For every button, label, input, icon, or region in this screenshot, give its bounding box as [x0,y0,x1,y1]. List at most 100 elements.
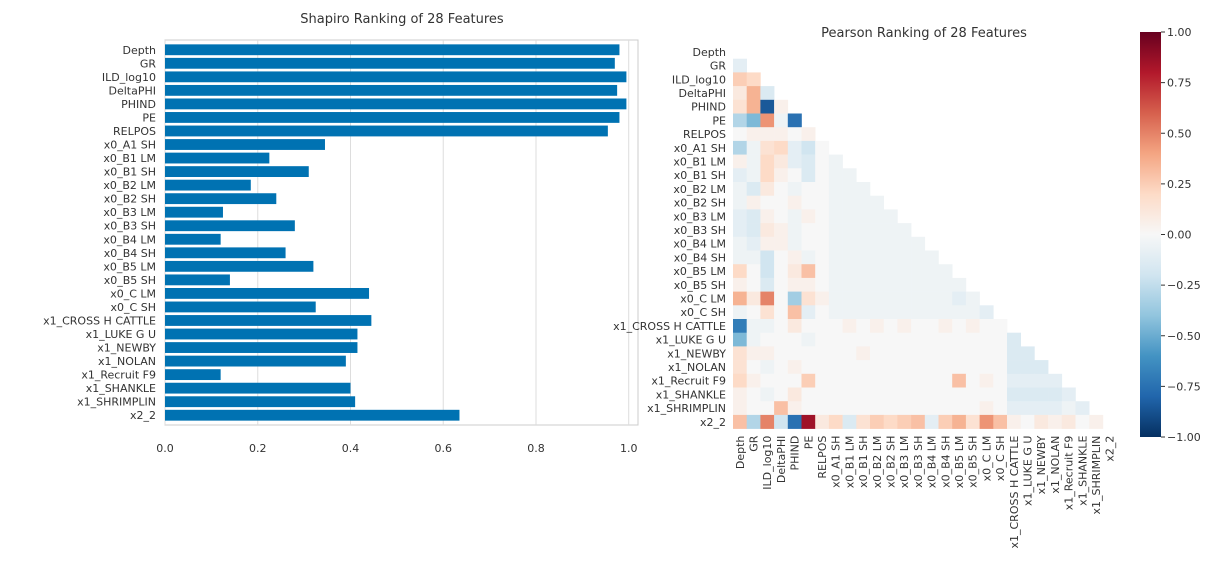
pearson-cell [842,401,857,416]
colorbar-tick: −0.25 [1167,279,1201,292]
pearson-cell [883,250,898,265]
pearson-cell [924,346,939,361]
pearson-cell [856,360,871,375]
shapiro-bar [165,315,372,326]
pearson-cell [842,168,857,183]
pearson-y-tick: x1_NOLAN [668,361,726,374]
pearson-cell [1007,414,1021,429]
pearson-cell [938,332,953,347]
pearson-x-tick: x1_CROSS H CATTLE [1008,436,1021,549]
pearson-cell [1034,414,1049,429]
pearson-cell [801,360,816,375]
pearson-x-tick: x0_A1 SH [830,436,843,488]
pearson-cell [828,305,843,320]
pearson-cell [938,346,953,361]
pearson-y-tick: RELPOS [683,128,726,141]
pearson-cell [952,387,967,402]
pearson-y-tick: x1_Recruit F9 [651,375,726,388]
pearson-cell [842,250,857,265]
pearson-cell [856,332,871,347]
pearson-cell [842,319,857,333]
pearson-cell [787,319,802,333]
pearson-cell [993,346,1008,361]
shapiro-x-tick: 0.0 [156,442,174,455]
pearson-cell [979,346,994,361]
pearson-cell [801,305,816,320]
pearson-cell [746,154,761,169]
pearson-cell [952,401,967,416]
pearson-cell [815,236,830,251]
pearson-cell [760,401,775,416]
pearson-cell [911,360,926,375]
pearson-cell [746,401,761,416]
pearson-cell [828,346,843,361]
pearson-y-tick: x0_B4 LM [673,238,726,251]
pearson-cell [883,223,898,238]
pearson-y-tick: x1_CROSS H CATTLE [613,320,726,333]
pearson-cell [828,209,843,224]
pearson-cell [870,209,884,224]
pearson-cell [870,401,884,416]
pearson-cell [952,346,967,361]
colorbar-tick: 0.00 [1167,229,1192,242]
pearson-cell [815,264,830,279]
pearson-cell [801,223,816,238]
pearson-cell [870,250,884,265]
pearson-cell [856,414,871,429]
pearson-cell [787,195,802,210]
pearson-cell [1020,346,1035,361]
pearson-cell [801,332,816,347]
shapiro-y-tick: x1_LUKE G U [86,328,156,341]
pearson-cell [787,360,802,375]
pearson-cell [774,236,789,251]
pearson-cell [993,401,1008,416]
pearson-y-tick: ILD_log10 [672,73,726,86]
pearson-y-tick: x1_SHRIMPLIN [647,402,726,415]
pearson-title: Pearson Ranking of 28 Features [821,26,1027,41]
pearson-cell [801,264,816,279]
colorbar-tick: −1.00 [1167,431,1201,444]
colorbar-tick: −0.75 [1167,380,1201,393]
pearson-cell [746,86,761,101]
pearson-cell [1034,401,1049,416]
shapiro-y-tick: x0_B4 SH [104,247,156,260]
pearson-cell [993,373,1008,388]
pearson-x-tick: x0_B2 SH [885,436,898,488]
shapiro-bar [165,233,221,245]
pearson-cell [760,168,775,183]
pearson-cell [1020,387,1035,402]
pearson-cell [733,264,747,279]
pearson-cell [746,182,761,196]
pearson-cell [870,236,884,251]
pearson-cell [746,127,761,142]
shapiro-bar [165,260,314,272]
pearson-cell [897,332,912,347]
pearson-cell [774,305,789,320]
shapiro-bar [165,206,223,218]
pearson-y-tick: GR [710,60,727,73]
pearson-cell [897,223,912,238]
pearson-cell [733,346,747,361]
pearson-cell [1048,401,1063,416]
shapiro-x-tick: 0.4 [342,442,360,455]
pearson-cell [828,168,843,183]
pearson-cell [746,250,761,265]
pearson-cell [897,360,912,375]
pearson-cell [733,127,747,142]
pearson-cell [979,373,994,388]
pearson-cell [883,319,898,333]
pearson-cell [897,414,912,429]
shapiro-y-tick: DeltaPHI [109,84,157,97]
pearson-cell [924,332,939,347]
pearson-cell [1020,360,1035,375]
pearson-cell [897,277,912,292]
pearson-cell [842,209,857,224]
pearson-cell [924,373,939,388]
pearson-cell [733,195,747,210]
pearson-cell [993,319,1008,333]
pearson-cell [842,264,857,279]
shapiro-bar [165,369,221,381]
pearson-x-tick: x1_SHANKLE [1076,436,1089,506]
pearson-cell [733,58,747,73]
pearson-cell [911,319,926,333]
